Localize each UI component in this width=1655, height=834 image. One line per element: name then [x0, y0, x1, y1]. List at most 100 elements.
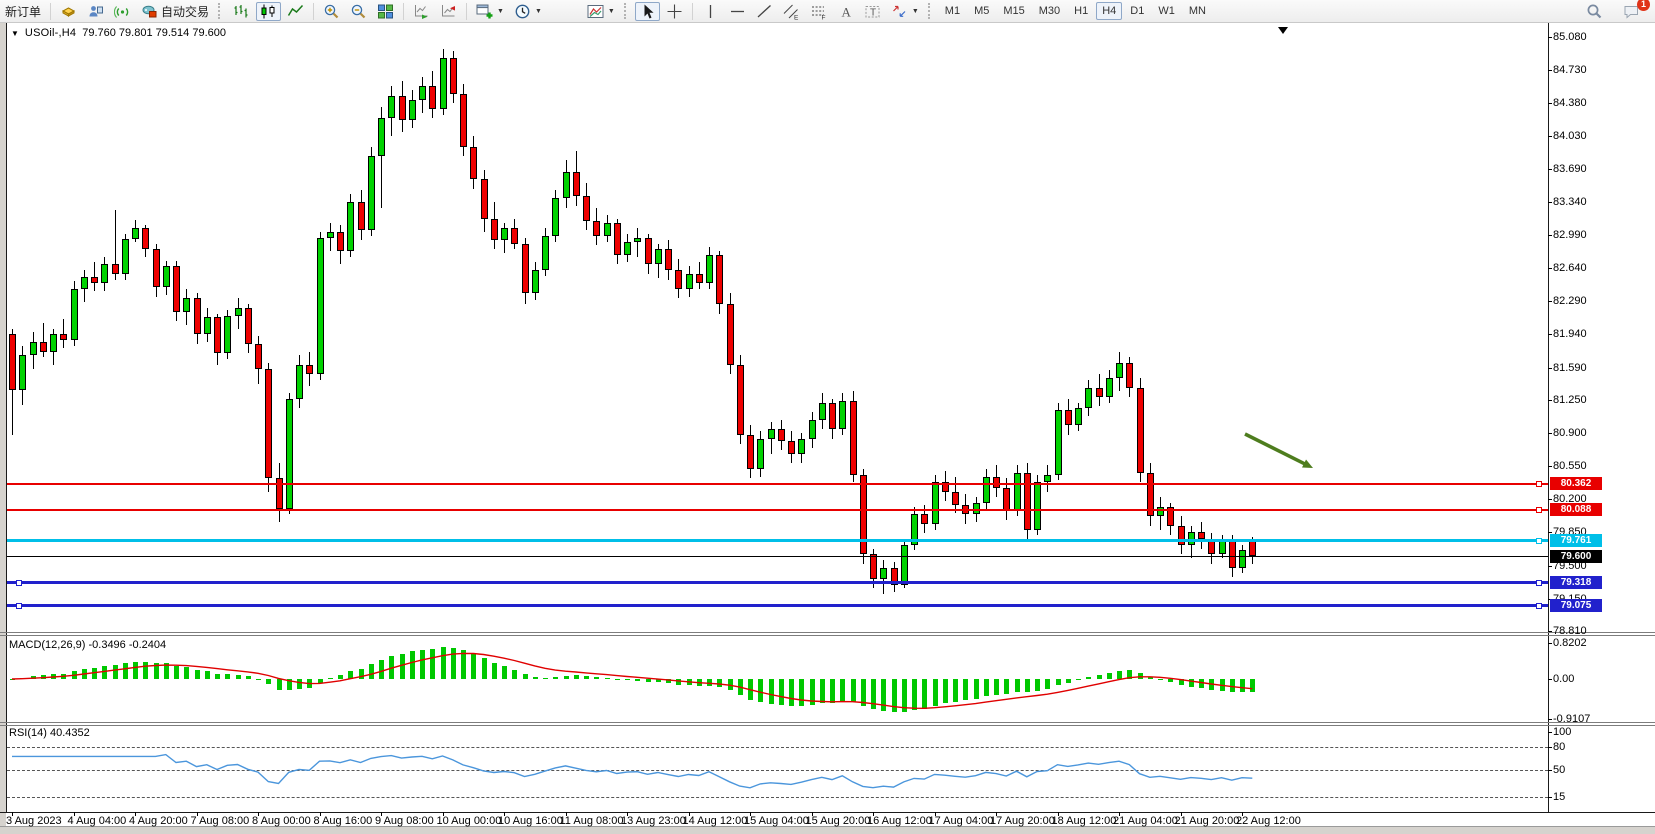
price-tag: 79.600 — [1550, 549, 1602, 563]
tab-timeframe-D1[interactable]: D1 — [1130, 5, 1145, 17]
price-tag: 79.318 — [1550, 576, 1602, 590]
tab-timeframe-M5[interactable]: M5 — [974, 5, 990, 17]
dropdown-arrow-icon[interactable]: ▼ — [497, 7, 504, 15]
zoom-in-button[interactable] — [319, 2, 344, 21]
time-axis-label: 21 Aug 04:00 — [1113, 815, 1178, 827]
dropdown-arrow-icon[interactable]: ▼ — [911, 7, 919, 15]
macd-label: MACD(12,26,9) -0.3496 -0.2404 — [9, 639, 166, 651]
arrows-button[interactable]: ▼ — [887, 2, 923, 21]
chart-menu-icon[interactable]: ▼ — [11, 28, 19, 38]
candlestick — [1003, 487, 1011, 511]
pane-separator[interactable] — [0, 725, 1655, 726]
pane-separator[interactable] — [0, 635, 1655, 636]
candlestick — [798, 438, 806, 454]
macd-histogram-bar — [389, 655, 395, 679]
macd-histogram-bar — [1188, 679, 1194, 687]
line-handle[interactable] — [1536, 579, 1542, 586]
fibonacci-button[interactable]: F — [806, 2, 831, 21]
chart-shift-marker-icon[interactable] — [1278, 27, 1288, 34]
line-handle[interactable] — [1536, 602, 1542, 609]
horizontal-line-button[interactable] — [725, 2, 750, 21]
trendline-button[interactable] — [752, 2, 777, 21]
auto-trading-button-label: 自动交易 — [161, 4, 210, 19]
templates-button[interactable]: ▼ — [583, 2, 619, 21]
candles-icon — [260, 3, 277, 20]
time-axis-label: 22 Aug 12:00 — [1236, 815, 1301, 827]
candlestick — [91, 276, 98, 284]
tab-timeframe-M30[interactable]: M30 — [1038, 5, 1061, 17]
current-price-line[interactable] — [7, 555, 1548, 557]
chart-shift-button[interactable] — [436, 2, 461, 21]
candlestick — [470, 146, 478, 180]
pane-separator[interactable] — [0, 722, 1655, 723]
auto-scroll-button[interactable] — [409, 2, 434, 21]
annotation-arrow-head[interactable] — [1302, 459, 1313, 468]
candlestick — [224, 315, 232, 354]
time-axis-label: 15 Aug 20:00 — [805, 815, 871, 827]
line-chart-button[interactable] — [283, 2, 308, 21]
candlestick-chart-button[interactable] — [256, 1, 282, 21]
signal-icon — [114, 3, 131, 20]
macd-histogram-bar — [830, 679, 835, 703]
chart-symbol-period: USOil-,H4 — [24, 27, 77, 39]
candlestick — [634, 237, 642, 242]
market-watch-button[interactable] — [56, 2, 81, 21]
tab-timeframe-H4[interactable]: H4 — [1096, 2, 1123, 20]
new-order-button[interactable]: 新订单 — [1, 2, 45, 21]
newchart-icon — [476, 3, 493, 20]
price-axis-label: 80.200 — [1553, 493, 1587, 506]
text-button[interactable]: A — [833, 2, 858, 21]
new-chart-button[interactable]: ▼ — [472, 2, 508, 21]
dropdown-arrow-icon[interactable]: ▼ — [607, 7, 615, 15]
tab-timeframe-H1[interactable]: H1 — [1074, 5, 1089, 17]
tab-timeframe-MN[interactable]: MN — [1188, 5, 1206, 17]
vertical-line-button[interactable] — [698, 2, 723, 21]
tab-timeframe-M1[interactable]: M1 — [944, 5, 961, 17]
search-button[interactable] — [1582, 2, 1607, 21]
macd-values: -0.3496 -0.2404 — [88, 639, 167, 651]
bar-chart-button[interactable] — [229, 2, 254, 21]
macd-histogram-bar — [594, 677, 600, 679]
cursor-button[interactable] — [634, 1, 660, 21]
support-line-79075[interactable] — [7, 604, 1548, 608]
periods-button[interactable]: ▼ — [510, 2, 546, 21]
candlestick — [1157, 506, 1164, 517]
candlestick — [1136, 387, 1144, 473]
macd-histogram-bar — [461, 650, 466, 679]
tile-windows-button[interactable] — [373, 2, 398, 21]
dropdown-arrow-icon[interactable]: ▼ — [534, 7, 542, 15]
macd-histogram-bar — [912, 679, 917, 711]
autoscroll-icon — [413, 3, 430, 20]
line-handle[interactable] — [1536, 506, 1542, 513]
macd-histogram-bar — [184, 667, 190, 679]
macd-histogram-bar — [358, 668, 364, 679]
text-label-button[interactable]: T — [860, 2, 885, 21]
crosshair-button[interactable] — [662, 2, 687, 21]
chart-window[interactable]: ▼ USOil-,H4 79.760 79.801 79.514 79.600 … — [0, 23, 1655, 834]
tab-timeframe-M15[interactable]: M15 — [1003, 5, 1025, 17]
level-line-79761[interactable] — [7, 539, 1548, 543]
resistance-line-80088[interactable] — [7, 508, 1548, 511]
support-line-79318[interactable] — [7, 581, 1548, 585]
pane-separator[interactable] — [0, 632, 1655, 633]
line-handle[interactable] — [1536, 480, 1542, 487]
channel-button[interactable]: E — [779, 2, 804, 21]
macd-histogram-bar — [143, 661, 149, 679]
candlestick — [1239, 550, 1246, 568]
community-button[interactable] — [83, 2, 108, 21]
svg-text:T: T — [870, 7, 876, 18]
tab-timeframe-W1[interactable]: W1 — [1158, 5, 1175, 17]
resistance-line-80362[interactable] — [7, 482, 1548, 485]
rsi-tick — [1548, 797, 1552, 799]
line-handle[interactable] — [16, 579, 22, 586]
line-handle[interactable] — [16, 602, 22, 609]
macd-histogram-bar — [532, 676, 538, 679]
arrows-icon — [891, 3, 908, 20]
macd-histogram-bar — [51, 674, 56, 679]
candlestick — [757, 438, 765, 469]
notifications-button[interactable]: 1 — [1619, 0, 1650, 21]
auto-trading-button[interactable]: 自动交易 — [137, 2, 213, 21]
zoom-out-button[interactable] — [346, 2, 371, 21]
line-handle[interactable] — [1536, 537, 1542, 544]
signals-button[interactable] — [110, 2, 135, 21]
